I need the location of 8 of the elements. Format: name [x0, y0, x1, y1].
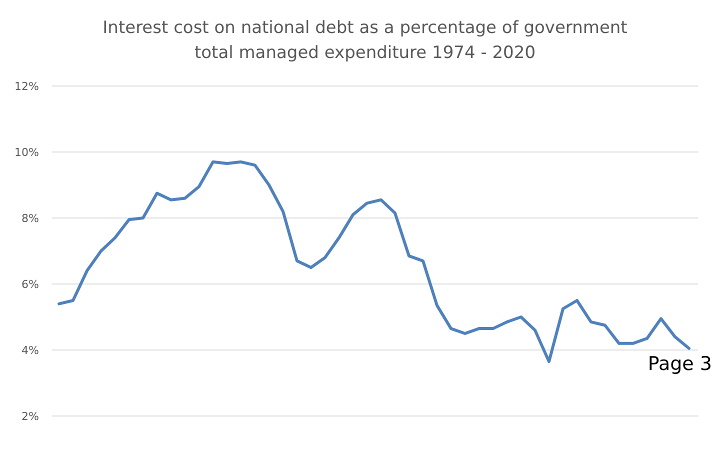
y-tick-label: 6% [22, 278, 39, 291]
y-tick-label: 2% [22, 410, 39, 423]
chart-title: Interest cost on national debt as a percentage of government total managed expenditure 1974 - 2020 [102, 18, 628, 63]
y-tick-label: 8% [22, 212, 39, 225]
y-tick-label: 10% [14, 146, 39, 159]
annotation: Page 3 [648, 353, 712, 375]
y-tick-label: 4% [22, 344, 39, 357]
y-tick-label: 12% [14, 80, 39, 93]
